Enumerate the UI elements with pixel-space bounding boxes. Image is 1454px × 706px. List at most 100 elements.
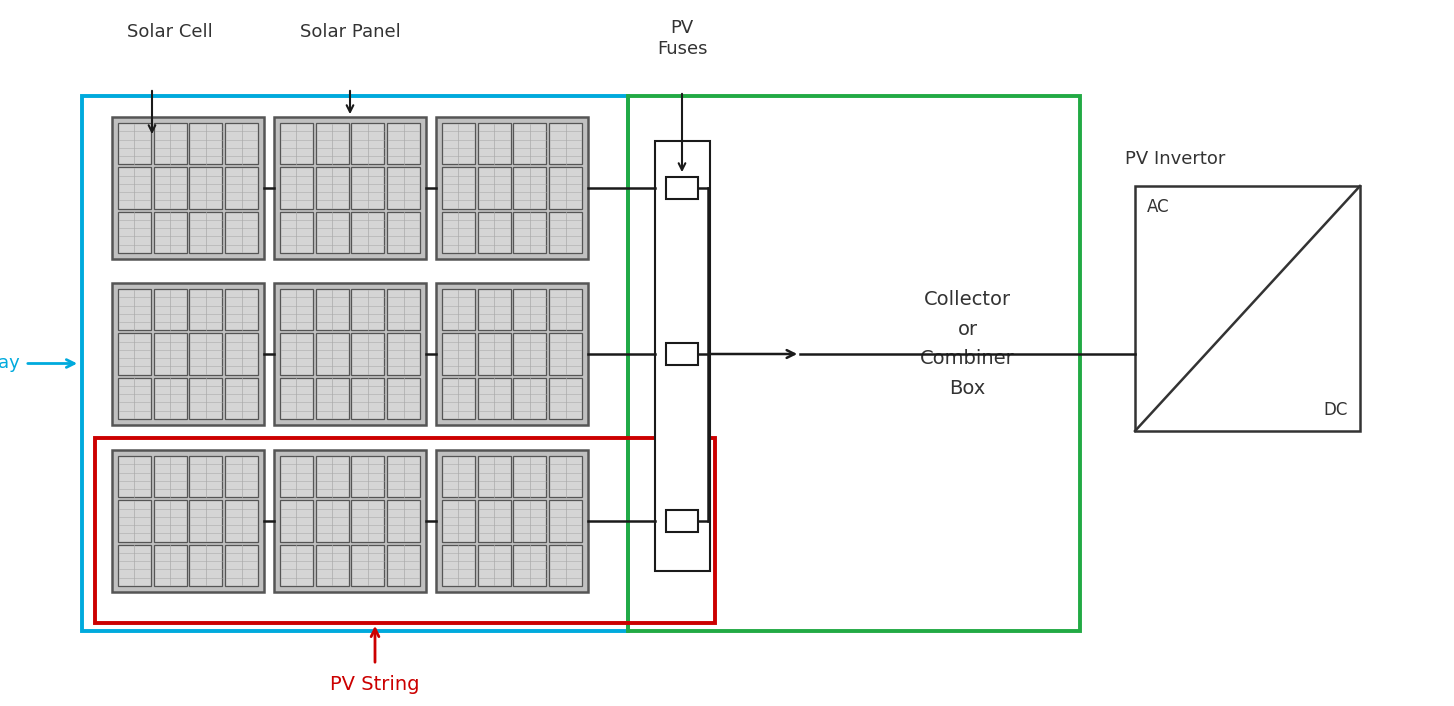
Bar bbox=[550, 333, 582, 375]
Text: PV String: PV String bbox=[330, 675, 420, 694]
Bar bbox=[189, 123, 222, 164]
Bar bbox=[387, 212, 420, 253]
Bar bbox=[550, 167, 582, 209]
Text: Solar Cell: Solar Cell bbox=[126, 23, 212, 41]
Bar bbox=[1136, 186, 1359, 431]
Bar bbox=[387, 123, 420, 164]
Bar bbox=[281, 501, 313, 542]
Bar bbox=[352, 544, 384, 586]
Bar bbox=[118, 378, 151, 419]
Bar bbox=[154, 212, 186, 253]
Bar bbox=[436, 450, 587, 592]
Bar bbox=[442, 544, 475, 586]
Bar bbox=[154, 544, 186, 586]
Text: Solar Panel: Solar Panel bbox=[300, 23, 400, 41]
Bar bbox=[513, 289, 547, 330]
Bar bbox=[118, 167, 151, 209]
Bar bbox=[387, 378, 420, 419]
Bar bbox=[666, 177, 698, 199]
Bar bbox=[118, 212, 151, 253]
Bar bbox=[352, 289, 384, 330]
Bar bbox=[478, 167, 510, 209]
Bar bbox=[628, 96, 1080, 631]
Bar bbox=[316, 501, 349, 542]
Bar bbox=[478, 212, 510, 253]
Bar bbox=[189, 167, 222, 209]
Bar bbox=[478, 289, 510, 330]
Bar bbox=[550, 212, 582, 253]
Bar bbox=[352, 333, 384, 375]
Bar bbox=[513, 456, 547, 498]
Bar bbox=[478, 544, 510, 586]
Bar bbox=[189, 333, 222, 375]
Bar bbox=[118, 456, 151, 498]
Bar bbox=[513, 501, 547, 542]
Bar bbox=[478, 123, 510, 164]
Bar bbox=[189, 378, 222, 419]
Bar bbox=[316, 167, 349, 209]
Bar bbox=[387, 167, 420, 209]
Bar bbox=[352, 212, 384, 253]
Bar bbox=[154, 167, 186, 209]
Bar bbox=[281, 456, 313, 498]
Bar bbox=[316, 378, 349, 419]
Bar bbox=[112, 450, 265, 592]
Bar bbox=[442, 212, 475, 253]
Bar bbox=[281, 544, 313, 586]
Bar bbox=[112, 283, 265, 425]
Bar bbox=[154, 123, 186, 164]
Text: DC: DC bbox=[1323, 401, 1348, 419]
Bar bbox=[225, 333, 257, 375]
Bar bbox=[281, 289, 313, 330]
Bar bbox=[387, 289, 420, 330]
Bar bbox=[225, 167, 257, 209]
Bar bbox=[442, 501, 475, 542]
Bar bbox=[478, 456, 510, 498]
Bar bbox=[225, 289, 257, 330]
Bar bbox=[273, 117, 426, 259]
Bar bbox=[478, 378, 510, 419]
Bar bbox=[550, 501, 582, 542]
Bar bbox=[654, 141, 710, 571]
Text: PV Array: PV Array bbox=[0, 354, 20, 373]
Bar bbox=[154, 333, 186, 375]
Bar bbox=[189, 501, 222, 542]
Bar bbox=[478, 501, 510, 542]
Bar bbox=[189, 544, 222, 586]
Bar bbox=[316, 123, 349, 164]
Bar bbox=[225, 378, 257, 419]
Bar bbox=[316, 544, 349, 586]
Bar bbox=[387, 333, 420, 375]
Bar bbox=[154, 456, 186, 498]
Bar bbox=[316, 212, 349, 253]
Bar bbox=[112, 117, 265, 259]
Bar bbox=[550, 123, 582, 164]
Bar bbox=[154, 501, 186, 542]
Bar bbox=[316, 456, 349, 498]
Text: PV Invertor: PV Invertor bbox=[1125, 150, 1226, 168]
Bar bbox=[513, 123, 547, 164]
Bar bbox=[478, 333, 510, 375]
Bar bbox=[154, 378, 186, 419]
Bar bbox=[513, 378, 547, 419]
Bar bbox=[118, 123, 151, 164]
Bar bbox=[352, 456, 384, 498]
Bar bbox=[436, 117, 587, 259]
Bar bbox=[550, 289, 582, 330]
Bar bbox=[513, 167, 547, 209]
Bar bbox=[352, 501, 384, 542]
Bar bbox=[281, 333, 313, 375]
Bar bbox=[513, 544, 547, 586]
Bar bbox=[273, 283, 426, 425]
Bar bbox=[387, 456, 420, 498]
Bar bbox=[666, 343, 698, 365]
Bar bbox=[442, 123, 475, 164]
Bar bbox=[550, 456, 582, 498]
Bar bbox=[281, 212, 313, 253]
Bar bbox=[189, 212, 222, 253]
Bar bbox=[442, 289, 475, 330]
Bar bbox=[550, 544, 582, 586]
Bar bbox=[189, 456, 222, 498]
Bar bbox=[387, 544, 420, 586]
Text: PV
Fuses: PV Fuses bbox=[657, 19, 707, 58]
